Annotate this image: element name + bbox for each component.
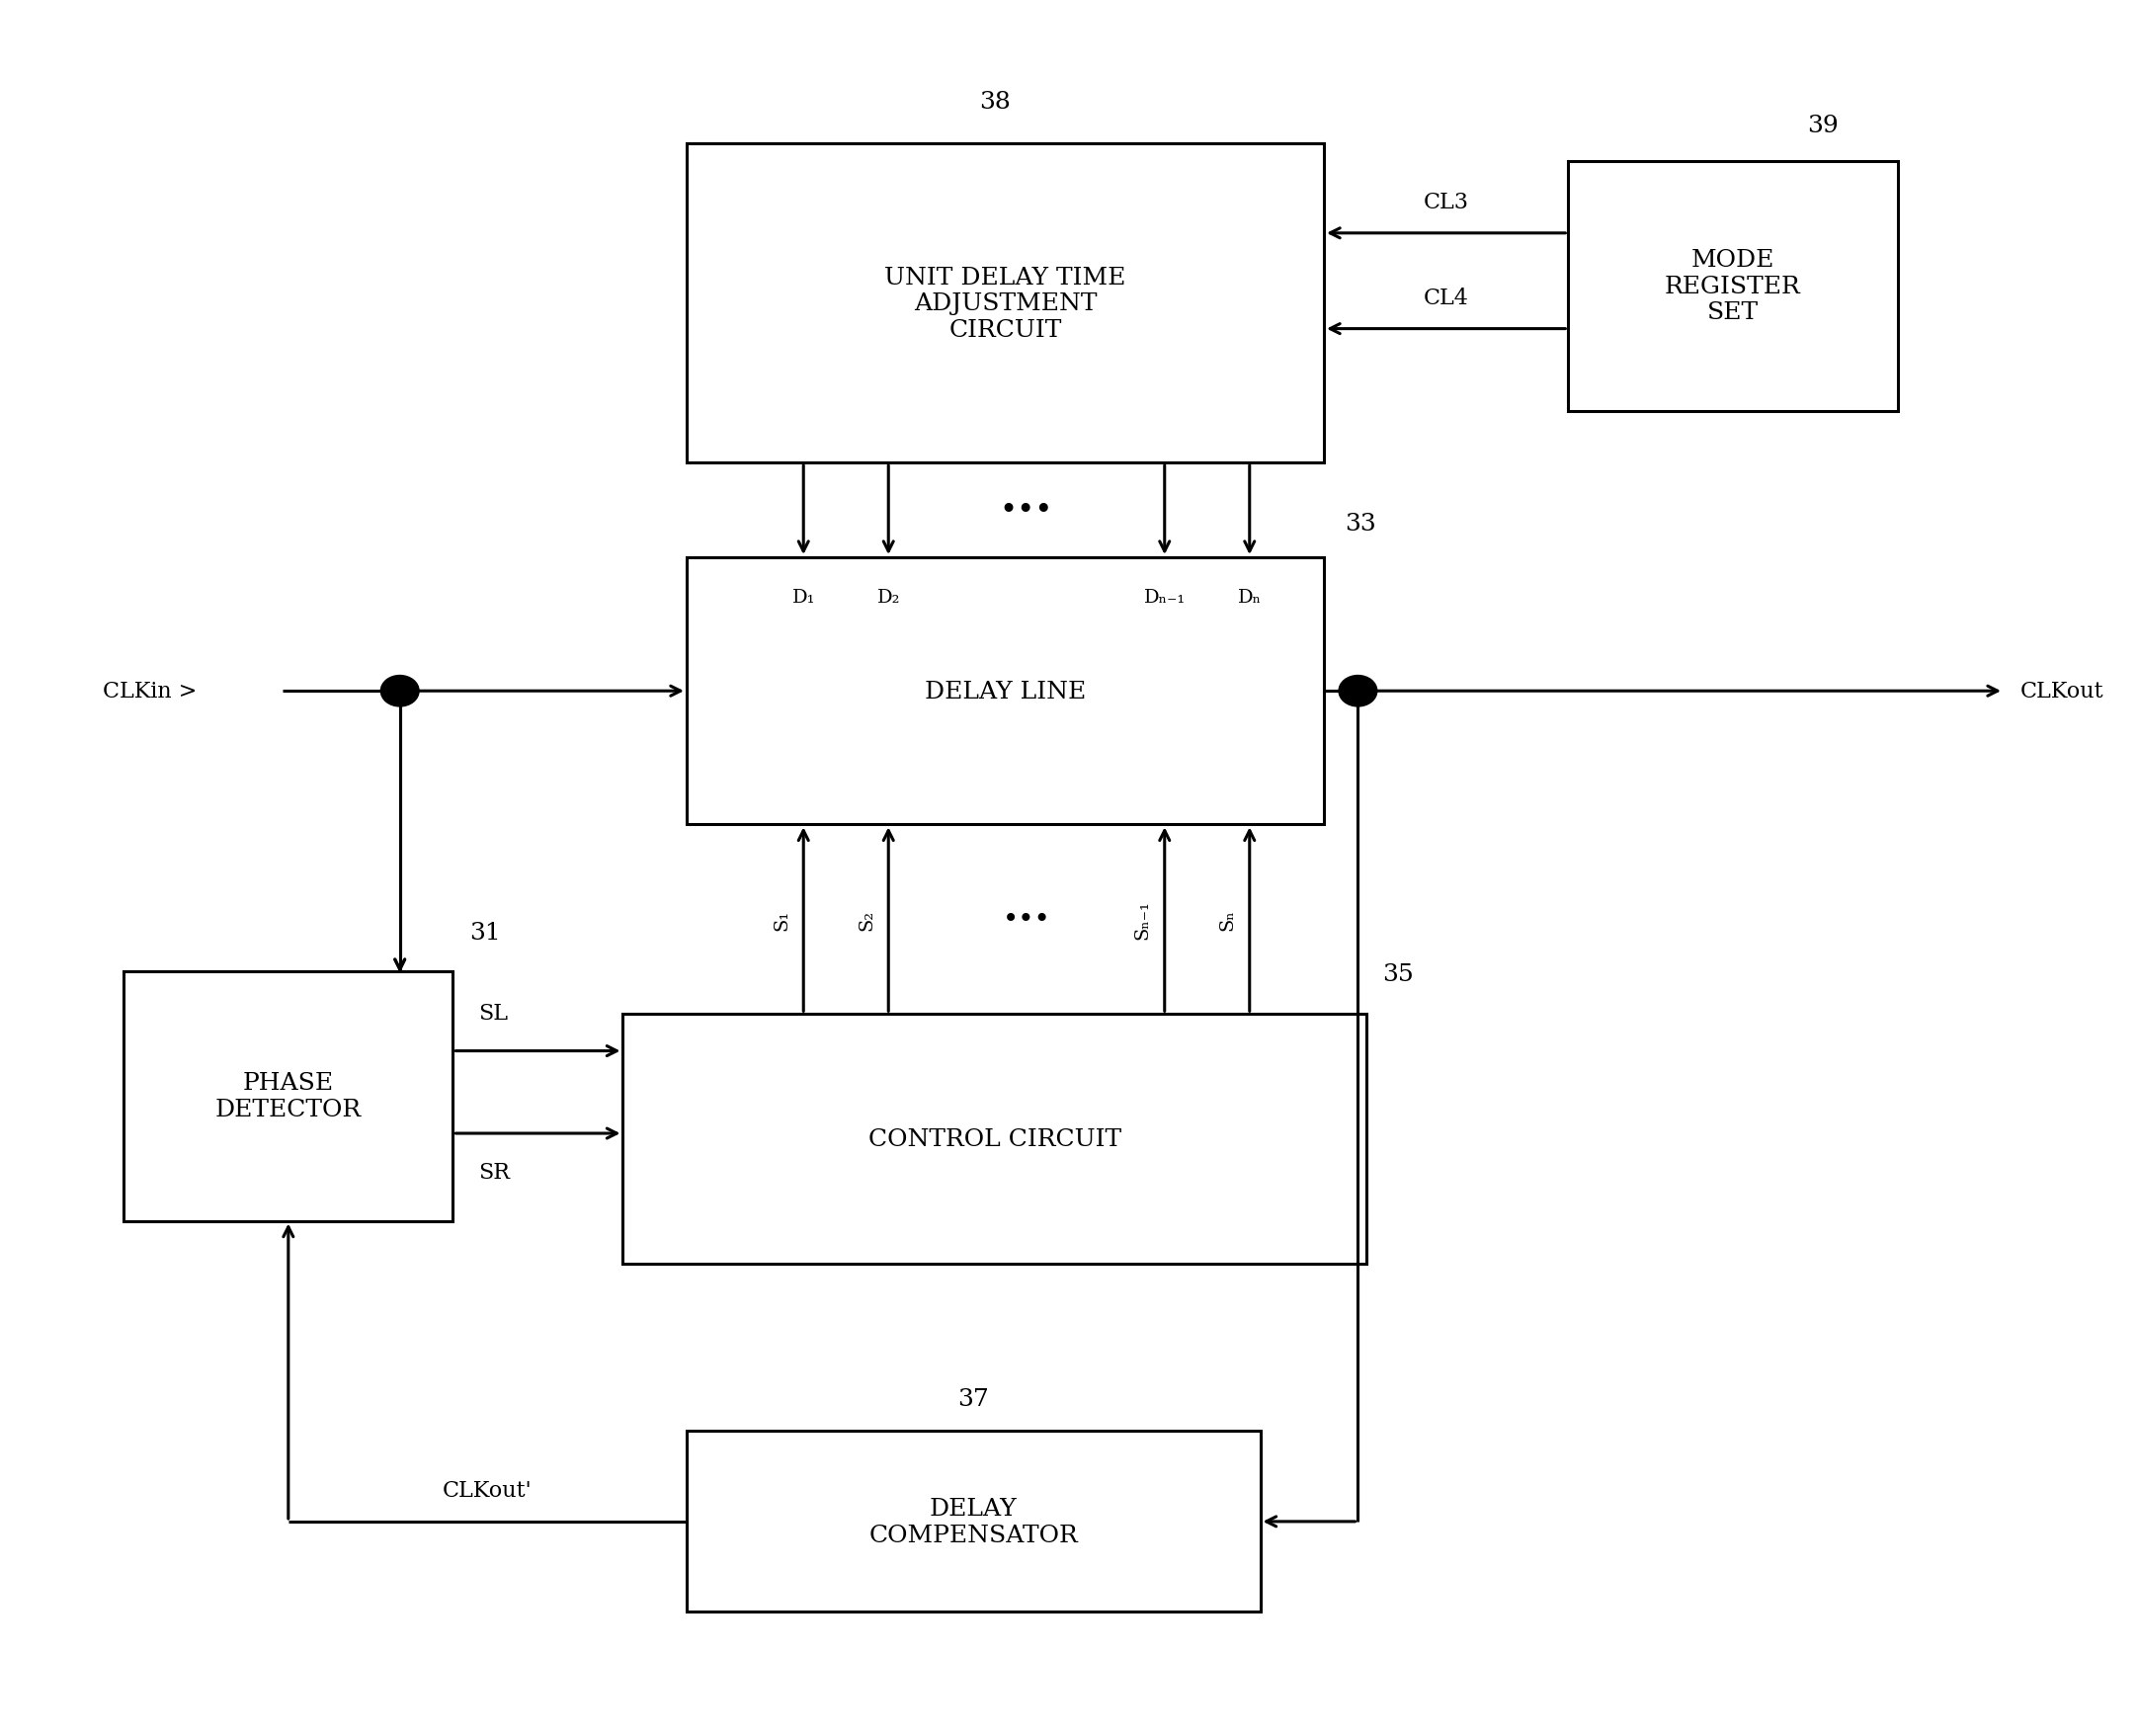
Text: •••: ••• <box>1001 495 1054 526</box>
Text: DELAY
COMPENSATOR: DELAY COMPENSATOR <box>868 1496 1078 1547</box>
Circle shape <box>381 675 419 707</box>
Text: D₁: D₁ <box>791 589 815 608</box>
Text: •••: ••• <box>1003 906 1050 932</box>
Text: CL3: CL3 <box>1424 193 1469 214</box>
Text: SR: SR <box>479 1161 511 1182</box>
Text: SL: SL <box>479 1002 509 1024</box>
Text: Sₙ: Sₙ <box>1219 910 1236 930</box>
Text: CL4: CL4 <box>1424 288 1469 309</box>
Text: Dₙ: Dₙ <box>1238 589 1261 608</box>
Text: 31: 31 <box>468 922 500 944</box>
Text: CLKout: CLKout <box>2020 681 2104 703</box>
Text: UNIT DELAY TIME
ADJUSTMENT
CIRCUIT: UNIT DELAY TIME ADJUSTMENT CIRCUIT <box>885 266 1127 342</box>
Bar <box>124 972 453 1220</box>
Text: CLKout': CLKout' <box>443 1479 532 1502</box>
Text: DELAY LINE: DELAY LINE <box>924 681 1086 703</box>
Text: Dₙ₋₁: Dₙ₋₁ <box>1144 589 1184 608</box>
Text: 39: 39 <box>1807 115 1839 137</box>
Bar <box>686 144 1323 464</box>
Text: S₂: S₂ <box>857 910 877 930</box>
Bar <box>622 1014 1366 1264</box>
Text: CONTROL CIRCUIT: CONTROL CIRCUIT <box>868 1128 1120 1151</box>
Text: D₂: D₂ <box>877 589 900 608</box>
Text: 33: 33 <box>1345 512 1375 536</box>
Text: MODE
REGISTER
SET: MODE REGISTER SET <box>1666 248 1800 325</box>
Bar <box>686 1430 1259 1613</box>
Bar <box>686 557 1323 825</box>
Text: 37: 37 <box>958 1387 990 1411</box>
Bar <box>1567 161 1896 411</box>
Text: CLKin >: CLKin > <box>103 681 197 703</box>
Text: 38: 38 <box>979 90 1011 113</box>
Text: PHASE
DETECTOR: PHASE DETECTOR <box>216 1071 361 1121</box>
Text: 35: 35 <box>1383 962 1413 984</box>
Text: Sₙ₋₁: Sₙ₋₁ <box>1133 899 1152 939</box>
Text: S₁: S₁ <box>774 910 791 930</box>
Circle shape <box>1338 675 1377 707</box>
